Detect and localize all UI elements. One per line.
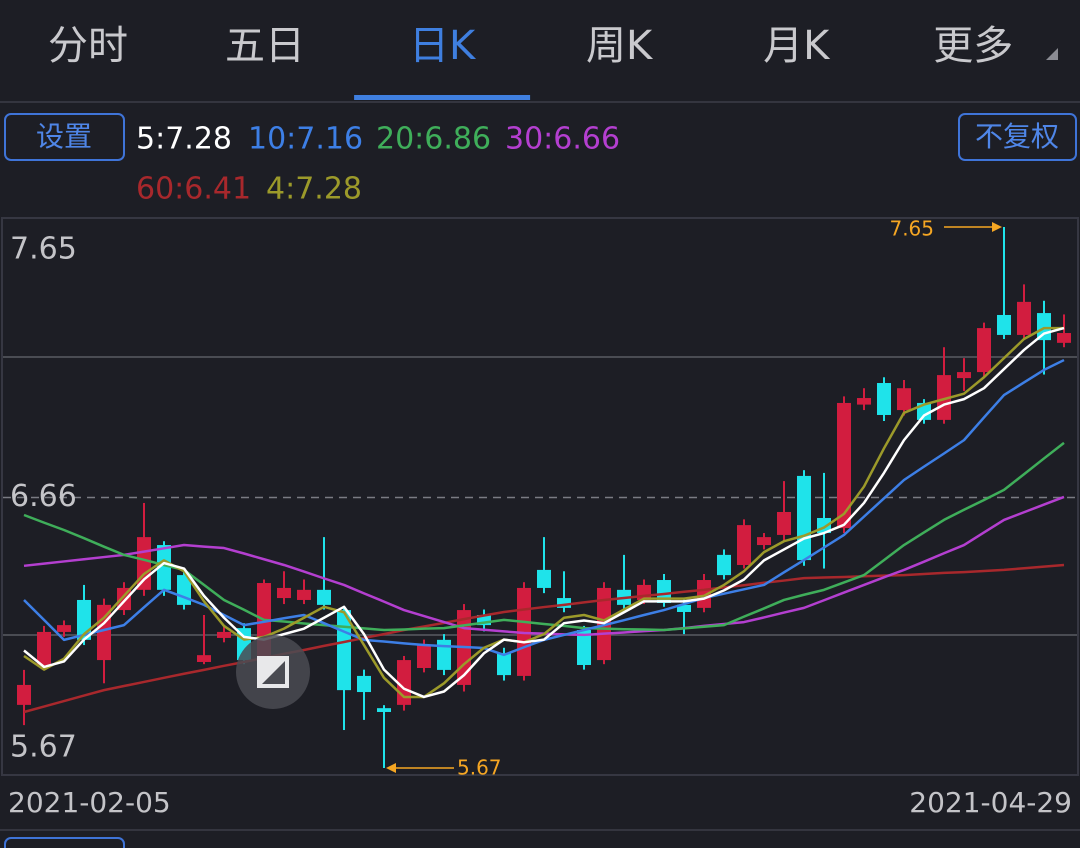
tab-label[interactable]: 分时 [48,23,128,69]
settings-label[interactable]: 设置 [36,120,92,153]
candle-body [217,631,231,638]
ma-legend: 20:6.86 [376,122,491,157]
candle-body [37,631,51,665]
tab-label[interactable]: 五日 [225,23,305,69]
candle-body [317,589,331,605]
y-tick-label: 5.67 [10,730,77,765]
tab-label[interactable]: 更多 [933,23,1013,69]
ma-line [23,326,1064,699]
more-arrow [1046,48,1058,60]
candle-body [997,314,1011,335]
adjust-button[interactable] [958,113,1077,161]
candle-body [577,630,591,665]
tab-label[interactable]: 日K [409,23,477,69]
candle-body [857,398,871,405]
candle-body [157,545,171,590]
candle-body [477,614,491,626]
candle-body [697,580,711,608]
candle-body [197,655,211,662]
candle-body [17,684,31,705]
ma-legend: 4:7.28 [266,172,362,207]
x-tick-label: 2021-04-29 [909,786,1072,819]
ma-legend: 30:6.66 [505,122,620,157]
tab-indicator [354,95,531,100]
candle-body [377,708,391,712]
ma-line [23,441,1065,632]
indicator-button[interactable] [4,837,125,848]
candle-body [557,598,571,608]
candle-body [877,383,891,415]
candle-body [1057,333,1071,343]
candle-body [957,372,971,379]
candle-body [837,402,851,529]
ma-line [23,326,1065,699]
ma-legend: 60:6.41 [136,172,251,207]
candle-body [297,589,311,600]
annotation-arrowhead [992,222,1002,232]
candle-body [537,569,551,588]
candle-body [497,652,511,676]
annotation-label: 7.65 [889,217,934,241]
plot: 7.65 5.67 [3,217,1077,780]
candle-body [437,639,451,670]
candle-body [777,511,791,535]
candle-body [897,388,911,411]
ma-legend: 5:7.28 [136,122,232,157]
adjust-label[interactable]: 不复权 [975,120,1059,153]
candle-body [737,525,751,565]
candle-body [757,537,771,546]
candle-body [57,625,71,632]
annotation-arrowhead [386,763,396,773]
candle-body [977,328,991,373]
chart-frame [1,217,1079,776]
candle-body [137,537,151,590]
settings-button[interactable] [4,113,125,161]
x-tick-label: 2021-02-05 [8,786,171,819]
candle-body [657,580,671,603]
draw-tool-icon-cut[interactable] [262,661,285,684]
candle-body [417,645,431,668]
y-tick-label: 6.66 [10,479,77,514]
tab-label[interactable]: 周K [586,23,654,69]
ma-legend: 10:7.16 [248,122,363,157]
candle-body [797,475,811,561]
candle-body [277,587,291,599]
y-tick-label: 7.65 [10,232,77,267]
candle-body [937,375,951,420]
candle-body [1017,301,1031,335]
tab-label[interactable]: 月K [763,23,831,69]
candle-body [717,554,731,576]
annotation-label: 5.67 [457,756,502,780]
candle-body [677,604,691,612]
candle-body [357,675,371,693]
